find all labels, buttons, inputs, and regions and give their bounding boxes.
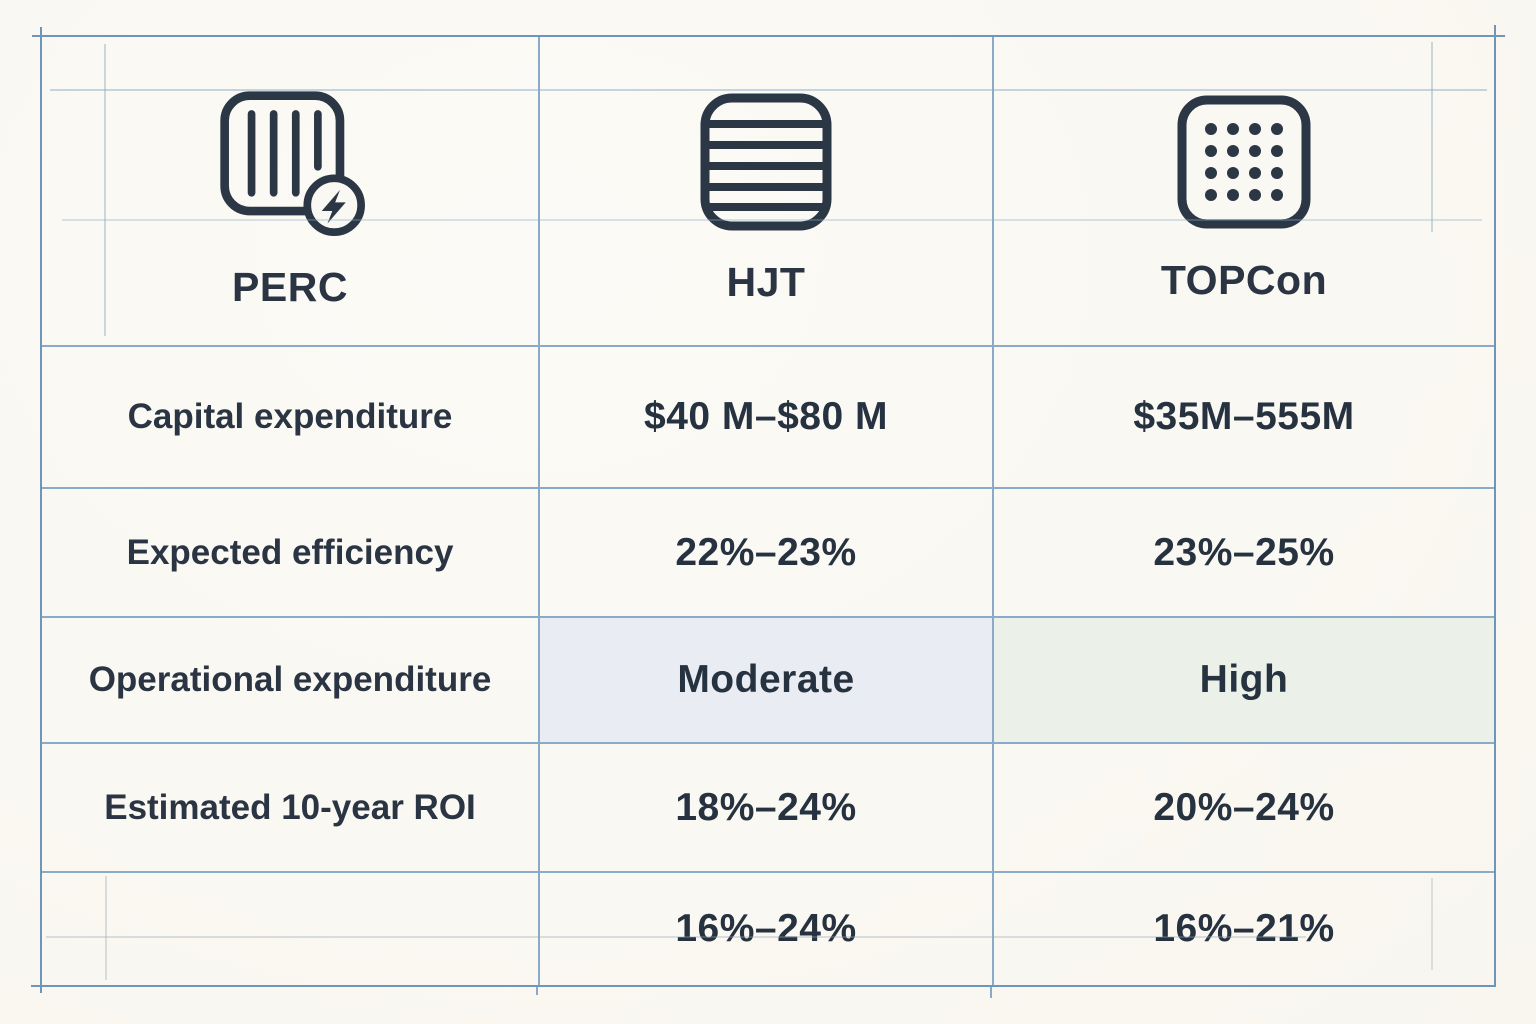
lightning-bolt-badge-icon bbox=[303, 173, 365, 236]
cell-topcon-extra-range: 16%–21% bbox=[992, 871, 1494, 985]
column-header-label: PERC bbox=[232, 263, 348, 310]
column-header-label: HJT bbox=[726, 258, 806, 305]
border-overshoot bbox=[40, 987, 42, 993]
border-overshoot bbox=[1496, 35, 1505, 37]
cell-topcon-estimated-10-year-roi: 20%–24% bbox=[992, 742, 1494, 871]
border-overshoot bbox=[31, 985, 40, 987]
cell-hjt-extra-range: 16%–24% bbox=[538, 871, 992, 985]
cell-hjt-capital-expenditure: $40 M–$80 M bbox=[538, 345, 992, 487]
cell-hjt-estimated-10-year-roi: 18%–24% bbox=[538, 742, 992, 871]
perc-vertical-lines-panel-icon bbox=[210, 88, 370, 236]
topcon-dot-grid-panel-icon bbox=[1176, 95, 1312, 229]
column-header-topcon: TOPCon bbox=[992, 37, 1494, 345]
cell-topcon-expected-efficiency: 23%–25% bbox=[992, 487, 1494, 616]
cell-hjt-expected-efficiency: 22%–23% bbox=[538, 487, 992, 616]
cell-topcon-capital-expenditure: $35M–555M bbox=[992, 345, 1494, 487]
column-header-label: TOPCon bbox=[1160, 256, 1328, 303]
row-header-operational-expenditure: Operational expenditure bbox=[42, 616, 538, 742]
row-header-empty bbox=[42, 871, 538, 985]
hjt-horizontal-layers-panel-icon bbox=[699, 93, 833, 231]
row-header-estimated-10-year-roi: Estimated 10-year ROI bbox=[42, 742, 538, 871]
border-overshoot bbox=[536, 987, 538, 995]
solar-tech-comparison-table: PERC HJT bbox=[40, 35, 1496, 987]
column-header-hjt: HJT bbox=[538, 37, 992, 345]
row-header-capital-expenditure: Capital expenditure bbox=[42, 345, 538, 487]
row-header-expected-efficiency: Expected efficiency bbox=[42, 487, 538, 616]
cell-hjt-operational-expenditure: Moderate bbox=[538, 616, 992, 742]
border-overshoot bbox=[990, 987, 992, 998]
cell-topcon-operational-expenditure: High bbox=[992, 616, 1494, 742]
column-header-perc: PERC bbox=[42, 37, 538, 345]
